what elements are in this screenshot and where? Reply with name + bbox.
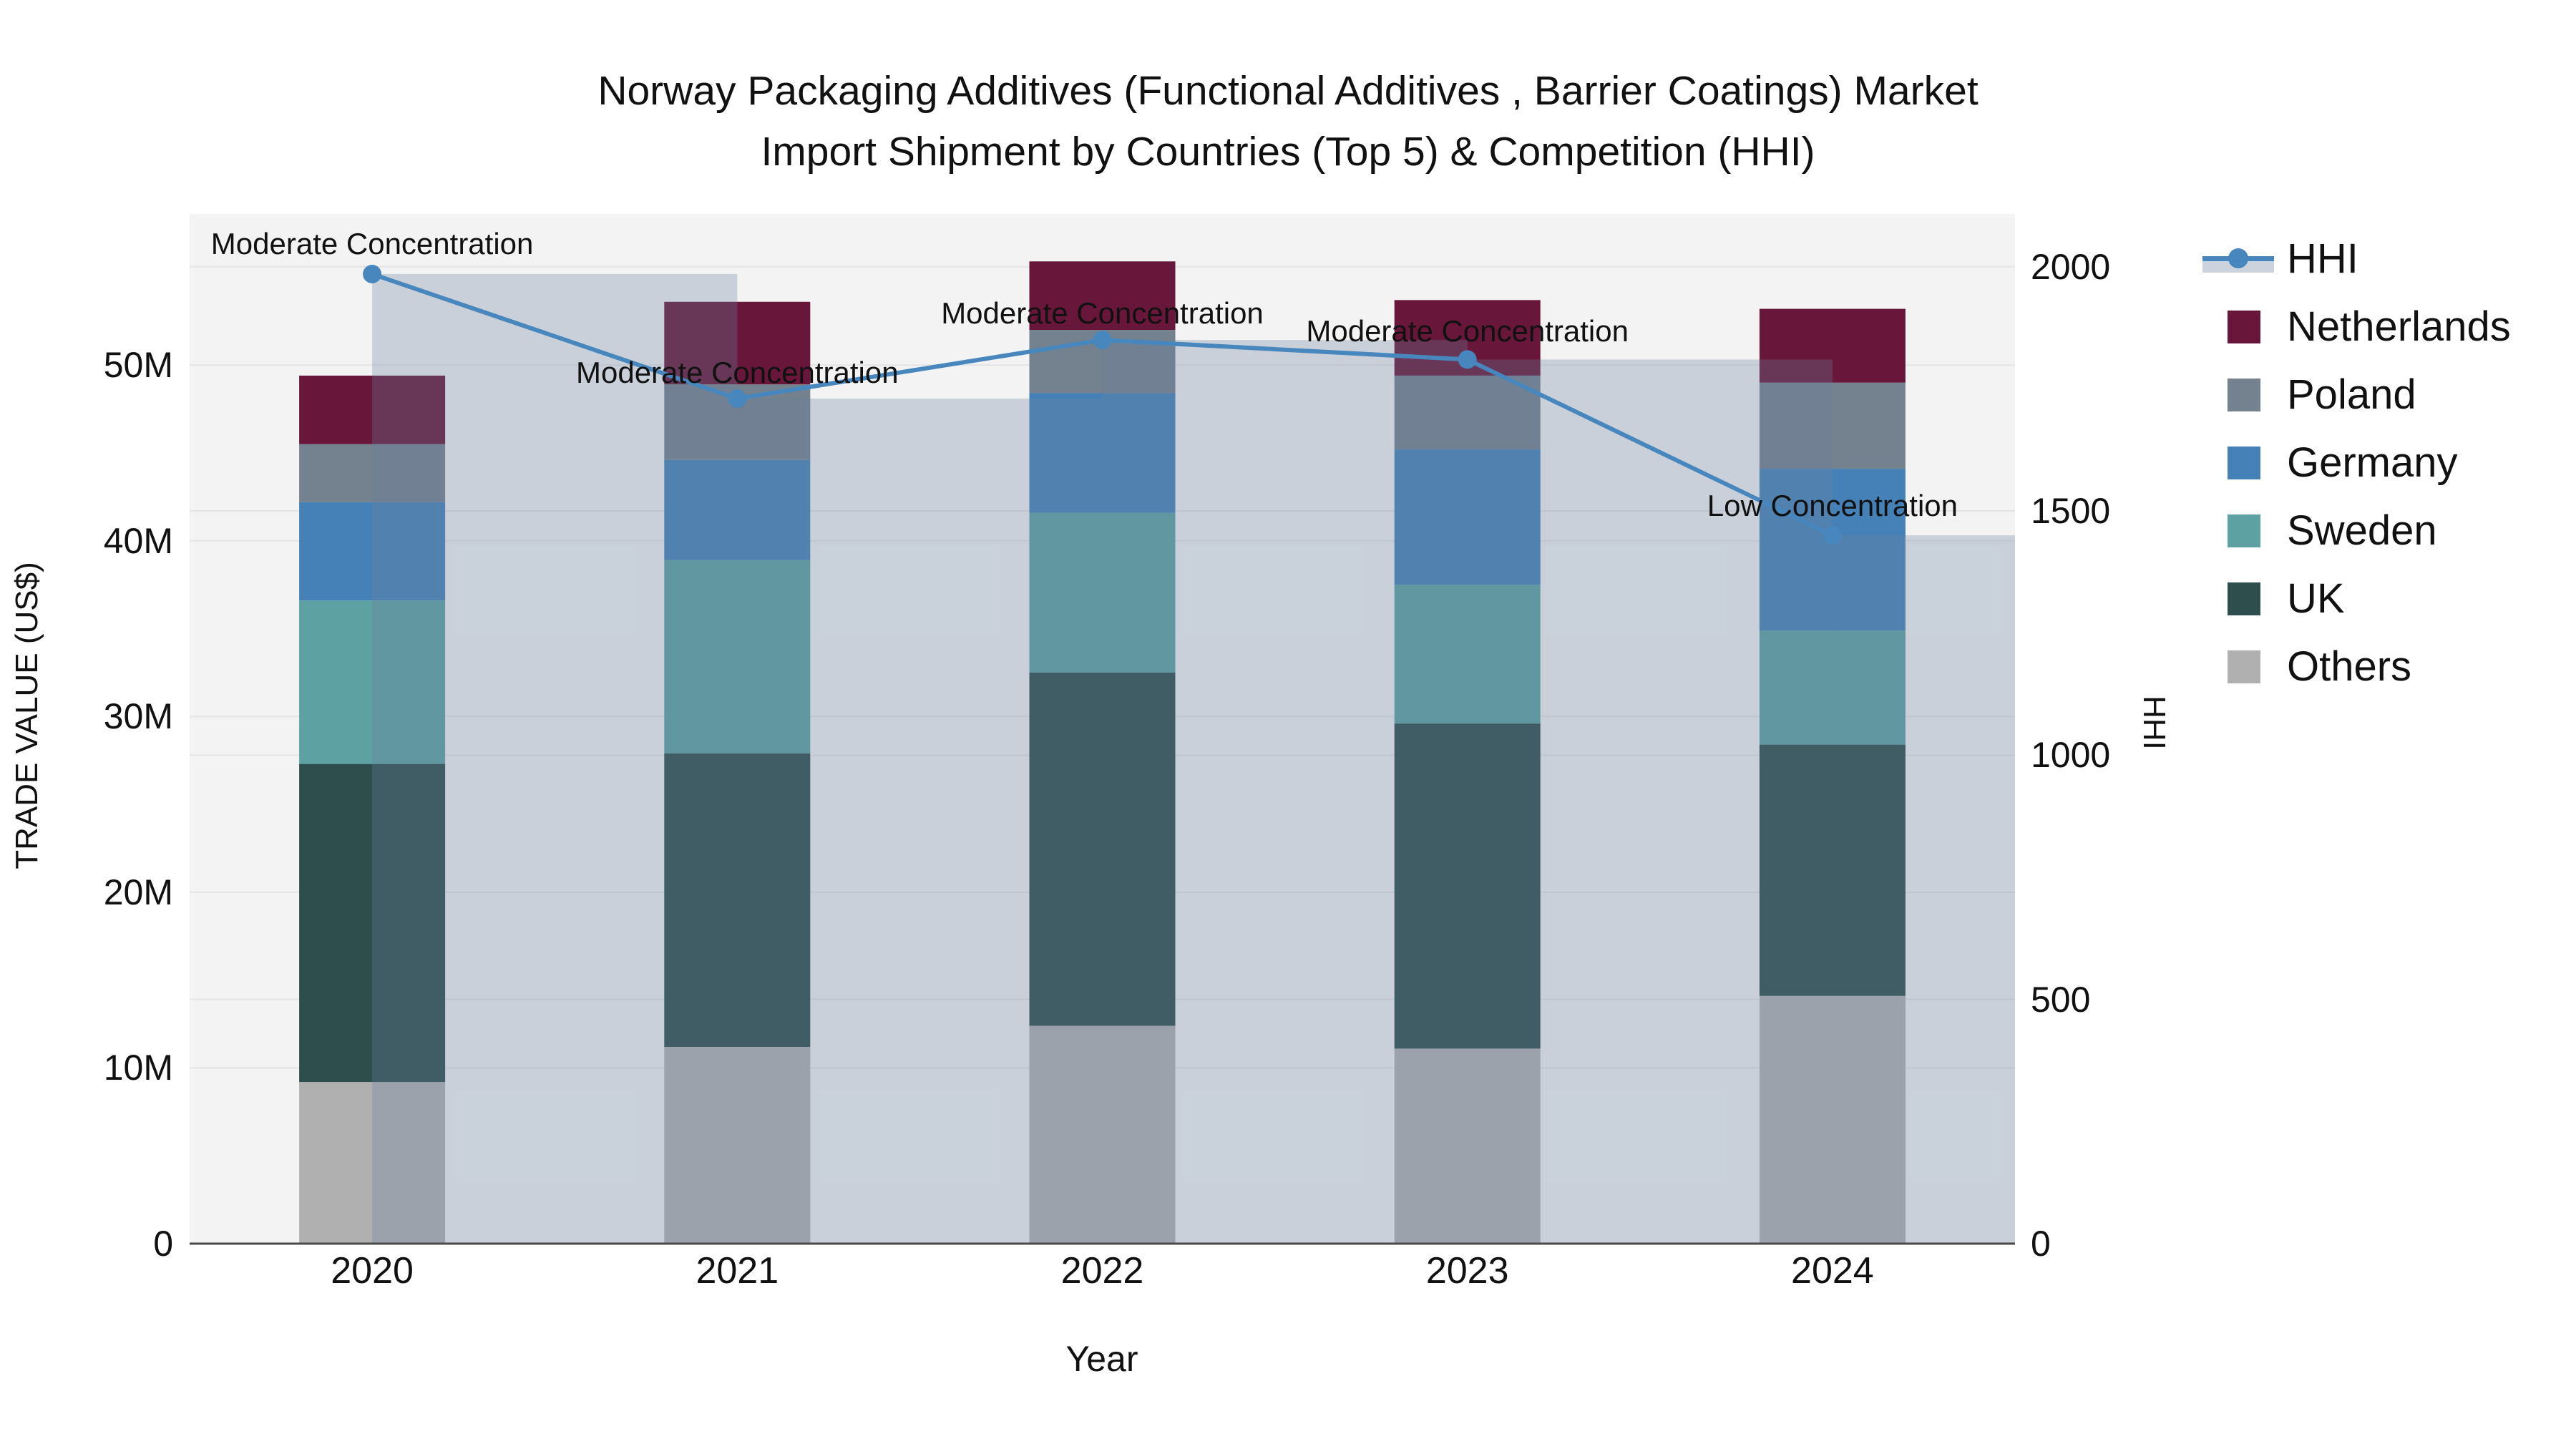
y-left-tick-40M: 40M bbox=[103, 520, 173, 561]
hhi-marker-2020 bbox=[363, 264, 382, 283]
legend-item-sweden[interactable]: Sweden bbox=[2202, 508, 2511, 554]
swatch-others bbox=[2228, 650, 2260, 683]
bar-segment-sweden-2023 bbox=[1394, 585, 1541, 724]
bar-segment-others-2020 bbox=[299, 1082, 446, 1244]
legend-label-netherlands: Netherlands bbox=[2287, 303, 2511, 350]
bar-segment-germany-2024 bbox=[1759, 469, 1906, 630]
x-tick-2023: 2023 bbox=[1425, 1250, 1509, 1292]
swatch-uk bbox=[2228, 582, 2260, 615]
annotation-2024: Low Concentration bbox=[1707, 488, 1958, 522]
bar-segment-poland-2023 bbox=[1394, 375, 1541, 450]
legend-label-others: Others bbox=[2287, 643, 2412, 690]
bar-segment-germany-2020 bbox=[299, 502, 446, 601]
legend-item-germany[interactable]: Germany bbox=[2202, 440, 2511, 486]
bar-segment-sweden-2020 bbox=[299, 600, 446, 764]
legend-label-germany: Germany bbox=[2287, 439, 2458, 486]
legend-swatch-icon-sweden bbox=[2202, 508, 2274, 554]
hhi-overlay-bar-2020 bbox=[372, 273, 738, 1244]
bar-segment-others-2024 bbox=[1759, 995, 1906, 1244]
bar-segment-netherlands-2024 bbox=[1759, 308, 1906, 383]
bar-segment-sweden-2022 bbox=[1029, 512, 1176, 673]
bar-segment-uk-2020 bbox=[299, 763, 446, 1083]
bar-segment-others-2023 bbox=[1394, 1048, 1541, 1244]
bar-segment-netherlands-2020 bbox=[299, 375, 446, 444]
y-left-tick-30M: 30M bbox=[103, 696, 173, 737]
bar-segment-sweden-2021 bbox=[664, 560, 811, 753]
legend-label-sweden: Sweden bbox=[2287, 507, 2437, 554]
y-right-axis-title: HHI bbox=[2137, 696, 2172, 750]
swatch-poland bbox=[2228, 379, 2260, 411]
y-right-tick-500: 500 bbox=[2031, 979, 2091, 1020]
hhi-overlay-bar-2022 bbox=[1102, 340, 1468, 1244]
bar-segment-uk-2023 bbox=[1394, 723, 1541, 1049]
swatch-germany bbox=[2228, 447, 2260, 479]
hhi-marker-2023 bbox=[1458, 350, 1477, 369]
bar-segment-uk-2022 bbox=[1029, 672, 1176, 1026]
annotation-2020: Moderate Concentration bbox=[210, 226, 534, 260]
hhi-overlay-bar-2024 bbox=[1832, 535, 2015, 1244]
y-right-tick-1000: 1000 bbox=[2031, 735, 2111, 776]
legend-label-hhi: HHI bbox=[2287, 235, 2358, 282]
legend-item-poland[interactable]: Poland bbox=[2202, 372, 2511, 418]
y-left-tick-50M: 50M bbox=[103, 345, 173, 386]
annotation-2021: Moderate Concentration bbox=[575, 355, 899, 389]
legend-swatch-icon-germany bbox=[2202, 440, 2274, 486]
x-tick-2021: 2021 bbox=[696, 1250, 779, 1292]
legend-item-uk[interactable]: UK bbox=[2202, 576, 2511, 622]
x-tick-2022: 2022 bbox=[1060, 1250, 1144, 1292]
bar-segment-uk-2021 bbox=[664, 753, 811, 1047]
y-right-tick-0: 0 bbox=[2031, 1224, 2051, 1264]
legend-swatch-icon-poland bbox=[2202, 372, 2274, 418]
bar-segment-poland-2020 bbox=[299, 444, 446, 502]
y-left-tick-0: 0 bbox=[153, 1224, 173, 1264]
x-tick-2020: 2020 bbox=[331, 1250, 414, 1292]
hhi-line-legend-icon bbox=[2202, 236, 2274, 282]
hhi-marker-2021 bbox=[728, 389, 747, 409]
hhi-marker-2022 bbox=[1093, 331, 1112, 350]
legend: HHI Netherlands Poland Germany Sweden UK Other… bbox=[2202, 236, 2511, 690]
chart-title: Norway Packaging Additives (Functional A… bbox=[0, 61, 2576, 182]
annotation-2023: Moderate Concentration bbox=[1306, 313, 1629, 348]
legend-label-poland: Poland bbox=[2287, 371, 2416, 418]
bar-segment-others-2021 bbox=[664, 1046, 811, 1244]
swatch-sweden bbox=[2228, 514, 2260, 547]
x-tick-2024: 2024 bbox=[1791, 1250, 1874, 1292]
swatch-netherlands bbox=[2228, 311, 2260, 343]
legend-swatch-icon-netherlands bbox=[2202, 304, 2274, 350]
bar-segment-netherlands-2021 bbox=[664, 301, 811, 385]
chart-title-line1: Norway Packaging Additives (Functional A… bbox=[597, 68, 1979, 114]
bar-segment-germany-2023 bbox=[1394, 449, 1541, 585]
bar-segment-sweden-2024 bbox=[1759, 630, 1906, 745]
bar-segment-others-2022 bbox=[1029, 1025, 1176, 1244]
hhi-overlay-bar-2021 bbox=[737, 399, 1103, 1244]
hhi-marker-icon bbox=[2228, 248, 2248, 268]
legend-swatch-icon-uk bbox=[2202, 576, 2274, 622]
legend-label-uk: UK bbox=[2287, 575, 2345, 622]
chart-title-line2: Import Shipment by Countries (Top 5) & C… bbox=[761, 129, 1815, 175]
hhi-marker-2024 bbox=[1823, 526, 1842, 545]
legend-item-others[interactable]: Others bbox=[2202, 644, 2511, 690]
y-left-tick-10M: 10M bbox=[103, 1048, 173, 1088]
bar-segment-germany-2021 bbox=[664, 459, 811, 560]
annotation-2022: Moderate Concentration bbox=[941, 296, 1264, 330]
bar-segment-netherlands-2022 bbox=[1029, 261, 1176, 331]
legend-item-hhi[interactable]: HHI bbox=[2202, 236, 2511, 282]
bar-segment-poland-2024 bbox=[1759, 382, 1906, 469]
bar-segment-uk-2024 bbox=[1759, 744, 1906, 996]
y-left-tick-20M: 20M bbox=[103, 872, 173, 912]
legend-item-netherlands[interactable]: Netherlands bbox=[2202, 304, 2511, 350]
y-right-tick-2000: 2000 bbox=[2031, 246, 2111, 287]
bar-segment-germany-2022 bbox=[1029, 393, 1176, 513]
x-axis-title: Year bbox=[1065, 1339, 1138, 1379]
legend-swatch-icon-others bbox=[2202, 644, 2274, 690]
y-right-tick-1500: 1500 bbox=[2031, 491, 2111, 532]
